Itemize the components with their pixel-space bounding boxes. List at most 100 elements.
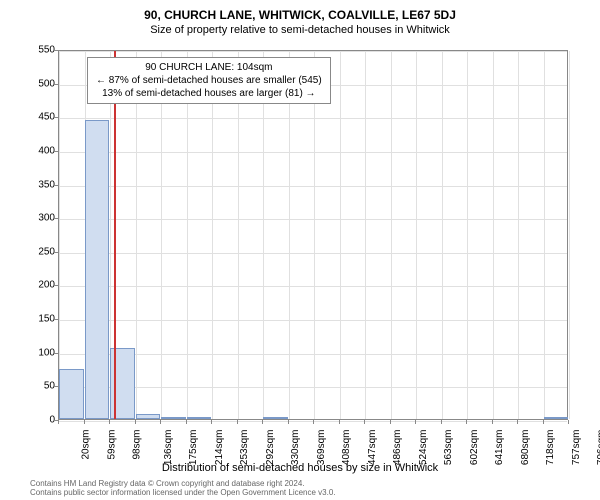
x-tick-mark [135,420,136,424]
chart-title-main: 90, CHURCH LANE, WHITWICK, COALVILLE, LE… [0,0,600,22]
x-tick-label: 408sqm [341,430,352,466]
x-tick-label: 680sqm [520,430,531,466]
y-tick-label: 500 [25,78,55,89]
annotation-line3: 13% of semi-detached houses are larger (… [96,87,322,100]
annotation-box: 90 CHURCH LANE: 104sqm ← 87% of semi-det… [87,57,331,104]
x-tick-mark [109,420,110,424]
x-tick-mark [517,420,518,424]
annotation-line2: ← 87% of semi-detached houses are smalle… [96,74,322,87]
x-tick-mark [288,420,289,424]
grid-line-v [340,51,341,419]
x-tick-mark [543,420,544,424]
x-tick-label: 796sqm [596,430,600,466]
y-tick-mark [54,151,58,152]
y-tick-label: 450 [25,112,55,123]
grid-line-v [187,51,188,419]
x-tick-mark [364,420,365,424]
footer-line2: Contains public sector information licen… [30,488,336,498]
x-tick-mark [237,420,238,424]
histogram-bar [59,369,84,419]
x-tick-label: 214sqm [214,430,225,466]
y-tick-mark [54,84,58,85]
histogram-bar [263,417,288,419]
grid-line-v [289,51,290,419]
marker-line [114,51,116,419]
x-tick-label: 486sqm [392,430,403,466]
y-tick-label: 300 [25,213,55,224]
x-tick-mark [415,420,416,424]
footer-line1: Contains HM Land Registry data © Crown c… [30,479,336,489]
y-tick-mark [54,252,58,253]
x-tick-mark [441,420,442,424]
grid-line-v [212,51,213,419]
grid-line-v [467,51,468,419]
grid-line-v [238,51,239,419]
grid-line-v [161,51,162,419]
x-tick-label: 447sqm [367,430,378,466]
y-tick-label: 200 [25,280,55,291]
grid-line-v [136,51,137,419]
chart-title-sub: Size of property relative to semi-detach… [0,22,600,36]
grid-line-v [59,51,60,419]
grid-line-v [569,51,570,419]
y-tick-label: 250 [25,246,55,257]
x-tick-label: 98sqm [132,430,143,460]
x-tick-mark [492,420,493,424]
histogram-bar [136,414,161,419]
x-tick-label: 369sqm [316,430,327,466]
x-tick-label: 718sqm [545,430,556,466]
y-tick-mark [54,117,58,118]
x-tick-label: 136sqm [163,430,174,466]
x-tick-mark [339,420,340,424]
x-tick-label: 330sqm [290,430,301,466]
y-tick-label: 0 [25,415,55,426]
x-tick-mark [160,420,161,424]
x-tick-mark [568,420,569,424]
y-tick-mark [54,353,58,354]
histogram-bar [85,120,110,419]
x-tick-label: 524sqm [418,430,429,466]
x-tick-mark [186,420,187,424]
x-tick-label: 253sqm [239,430,250,466]
histogram-bar [161,417,186,419]
y-tick-label: 350 [25,179,55,190]
grid-line-v [518,51,519,419]
grid-line-v [314,51,315,419]
y-tick-mark [54,285,58,286]
x-tick-label: 641sqm [494,430,505,466]
y-tick-mark [54,319,58,320]
grid-line-v [391,51,392,419]
grid-line-v [416,51,417,419]
x-tick-label: 175sqm [188,430,199,466]
histogram-bar [187,417,212,419]
footer-attribution: Contains HM Land Registry data © Crown c… [30,479,336,498]
x-tick-mark [390,420,391,424]
y-tick-mark [54,218,58,219]
y-tick-label: 400 [25,145,55,156]
grid-line-v [493,51,494,419]
grid-line-v [365,51,366,419]
x-tick-label: 292sqm [265,430,276,466]
grid-line-v [544,51,545,419]
y-tick-mark [54,386,58,387]
y-tick-label: 100 [25,347,55,358]
x-tick-mark [313,420,314,424]
x-tick-label: 20sqm [81,430,92,460]
chart-plot-area: 90 CHURCH LANE: 104sqm ← 87% of semi-det… [58,50,568,420]
x-tick-mark [262,420,263,424]
x-tick-mark [84,420,85,424]
x-tick-label: 59sqm [106,430,117,460]
y-tick-label: 50 [25,381,55,392]
annotation-line1: 90 CHURCH LANE: 104sqm [96,61,322,74]
x-tick-mark [58,420,59,424]
y-tick-mark [54,50,58,51]
y-tick-mark [54,185,58,186]
x-tick-label: 563sqm [443,430,454,466]
x-tick-mark [211,420,212,424]
x-tick-label: 602sqm [469,430,480,466]
x-tick-label: 757sqm [571,430,582,466]
grid-line-v [263,51,264,419]
chart-container: 90, CHURCH LANE, WHITWICK, COALVILLE, LE… [0,0,600,500]
grid-line-v [442,51,443,419]
x-tick-mark [466,420,467,424]
